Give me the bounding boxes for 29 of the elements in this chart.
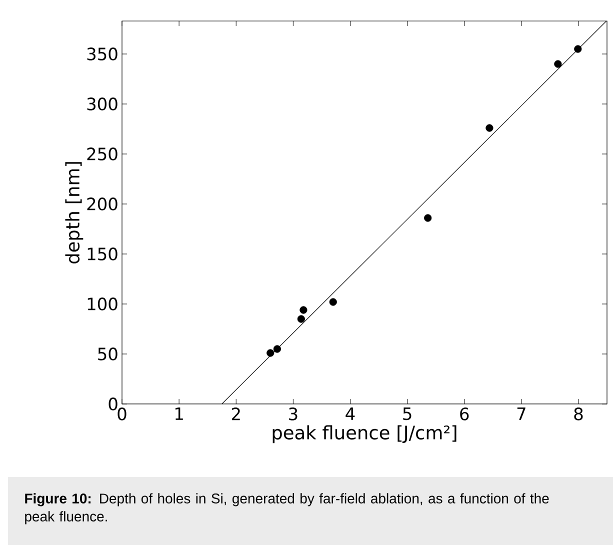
y-axis-title: depth [nm] <box>65 162 84 264</box>
point <box>486 124 494 132</box>
point <box>424 214 432 222</box>
y-tick-label: 300 <box>87 98 118 110</box>
point <box>300 306 308 314</box>
point <box>273 345 282 353</box>
y-tick-label: 50 <box>98 348 118 360</box>
x-tick-label: 4 <box>346 408 355 420</box>
point <box>266 349 274 357</box>
y-tick-label: 0 <box>108 398 118 410</box>
x-tick-label: 5 <box>403 408 412 420</box>
y-tick-label: 100 <box>88 298 118 310</box>
x-tick-label: 1 <box>176 408 183 420</box>
x-tick-label: 3 <box>289 408 298 420</box>
y-tick-label: 150 <box>88 248 118 260</box>
point <box>554 60 562 68</box>
text: Figure 10: Depth of holes in Si, generated by far-field ablation, as a function of the peak fluence. <box>25 493 549 524</box>
point <box>297 315 305 323</box>
x-axis-title: peak fluence [J/cm²] <box>272 425 456 444</box>
x-tick-label: 6 <box>460 408 469 420</box>
x-tick-label: 0 <box>118 408 126 420</box>
point <box>329 298 337 306</box>
point <box>574 45 582 53</box>
x-tick-label: 7 <box>517 408 526 420</box>
x-tick-label: 2 <box>232 408 240 420</box>
y-tick-label: 350 <box>87 48 118 60</box>
x-tick-label: 8 <box>574 408 583 420</box>
y-tick-label: 200 <box>87 198 118 210</box>
y-tick-label: 250 <box>87 148 118 160</box>
